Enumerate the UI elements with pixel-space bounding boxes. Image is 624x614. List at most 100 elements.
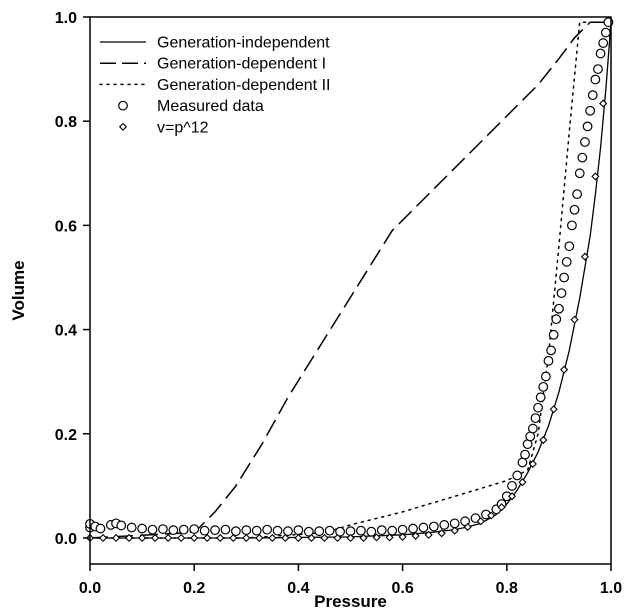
series-3	[85, 17, 614, 537]
data-point	[376, 525, 387, 536]
data-point	[538, 381, 549, 392]
data-point	[591, 172, 600, 181]
data-point	[463, 522, 472, 532]
data-point	[158, 524, 168, 534]
data-point	[324, 525, 335, 536]
data-point	[398, 532, 407, 541]
data-point	[294, 533, 303, 543]
data-point	[387, 525, 398, 536]
data-point	[366, 526, 377, 537]
data-point	[220, 524, 231, 535]
data-point	[527, 423, 538, 434]
data-point	[241, 525, 252, 536]
data-point	[507, 480, 517, 491]
data-point	[372, 533, 381, 542]
series-4	[85, 99, 608, 543]
data-point	[546, 345, 556, 356]
data-point	[450, 526, 459, 535]
x-axis-ticks: 0.0 0.2 0.4 0.6 0.8 1.0	[79, 564, 622, 597]
data-point	[512, 470, 523, 481]
data-point	[476, 517, 485, 526]
data-point	[333, 533, 342, 543]
data-point	[533, 402, 543, 413]
data-point	[320, 533, 329, 543]
data-point	[577, 152, 588, 163]
series-line	[89, 21, 611, 539]
data-point	[528, 459, 537, 469]
data-point	[262, 524, 273, 535]
data-point	[385, 533, 394, 542]
data-point	[595, 48, 606, 59]
data-point	[230, 526, 241, 537]
legend-label: Generation-dependent I	[157, 56, 326, 73]
data-point	[281, 533, 290, 543]
data-point	[600, 27, 611, 38]
data-point	[593, 64, 603, 74]
data-point	[554, 303, 564, 314]
data-point	[164, 533, 173, 543]
legend-item: Generation-dependent II	[99, 77, 330, 94]
data-point	[520, 449, 530, 460]
legend-swatch	[118, 100, 128, 111]
data-point	[487, 511, 496, 520]
x-tick-label: 0.8	[496, 580, 518, 597]
x-tick-label: 1.0	[600, 580, 622, 597]
data-point	[574, 168, 585, 179]
data-point	[111, 533, 121, 543]
data-point	[590, 74, 601, 85]
data-point	[137, 523, 148, 534]
y-tick-label: 0.4	[55, 323, 77, 340]
data-point	[397, 524, 408, 535]
data-point	[540, 371, 551, 382]
legend-label: Measured data	[157, 98, 264, 115]
data-point	[559, 272, 570, 283]
data-point	[147, 524, 158, 535]
y-tick-label: 1.0	[55, 10, 77, 27]
y-tick-label: 0.0	[55, 531, 77, 548]
data-point	[95, 523, 106, 534]
data-point	[346, 533, 355, 543]
data-point	[124, 533, 134, 543]
data-point	[307, 533, 316, 543]
y-tick-label: 0.2	[55, 427, 77, 444]
data-point	[151, 533, 160, 543]
data-point	[199, 525, 210, 536]
plot-content	[85, 17, 614, 543]
data-point	[530, 413, 541, 424]
data-point	[567, 220, 577, 231]
data-point	[283, 526, 293, 537]
data-point	[598, 38, 609, 48]
legend-item: Generation-independent	[100, 35, 330, 52]
data-point	[268, 533, 277, 543]
data-point	[203, 533, 212, 543]
legend-swatch	[118, 122, 128, 131]
data-point	[599, 99, 608, 108]
data-point	[216, 533, 225, 543]
data-point	[272, 525, 283, 536]
data-point	[408, 523, 418, 534]
data-point	[98, 533, 108, 543]
data-point	[439, 520, 450, 530]
data-point	[177, 533, 186, 543]
data-point	[242, 533, 251, 543]
data-point	[580, 137, 590, 147]
data-point	[293, 525, 304, 536]
data-point	[437, 529, 446, 538]
data-point	[580, 252, 590, 261]
data-point	[549, 405, 558, 414]
data-point	[356, 525, 366, 536]
data-point	[210, 525, 220, 536]
data-point	[518, 478, 527, 487]
data-point	[411, 531, 420, 540]
legend-item: Measured data	[118, 98, 264, 115]
data-point	[428, 521, 439, 532]
legend-label: Generation-independent	[157, 35, 330, 52]
y-tick-label: 0.8	[55, 114, 77, 131]
data-point	[539, 435, 548, 445]
data-point	[564, 241, 575, 252]
data-point	[572, 189, 583, 200]
x-axis-label: Pressure	[314, 592, 387, 611]
data-point	[560, 365, 569, 374]
data-point	[585, 105, 596, 116]
